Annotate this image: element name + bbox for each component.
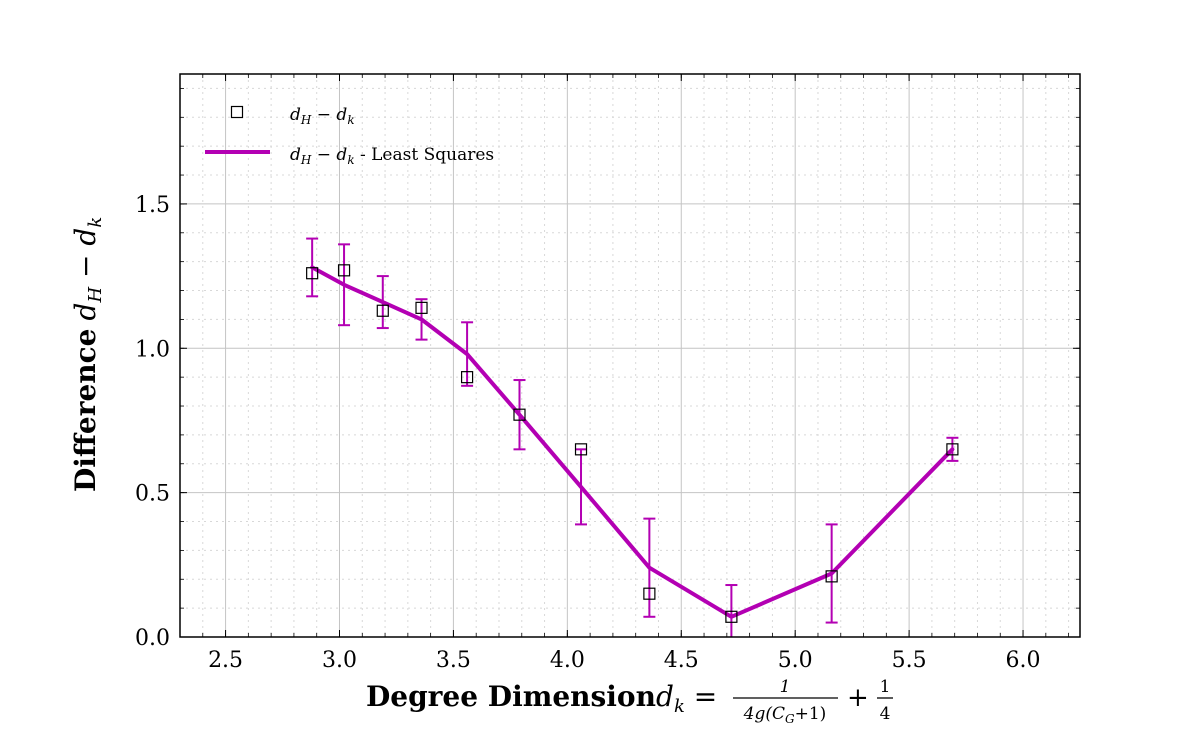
x-tick-label: 5.5 [892,648,927,673]
x-tick-label: 4.0 [550,648,585,673]
data-point [725,610,738,623]
data-point [337,264,351,277]
svg-text:DifferencedH − dk: DifferencedH − dk [69,217,106,492]
x-axis-label-text: Degree Dimension [366,680,656,713]
svg-text:1: 1 [780,677,791,697]
legend-label-least-squares: dH − dk - Least Squares [290,145,494,167]
data-point [460,371,474,384]
x-tick-label: 3.0 [322,648,357,673]
ticks: 2.5 3.0 3.5 4.0 4.5 5.0 5.5 6.0 0.0 0.5 1.0 1.5 [135,74,1080,673]
legend: dH − dk dH − dk - Least Squares [205,105,494,167]
svg-text:4: 4 [880,704,891,724]
y-tick-label: 0.0 [135,626,170,651]
data-point [574,443,588,456]
data-point [376,304,389,317]
data-point [513,408,526,421]
y-tick-label: 1.0 [135,337,170,362]
x-axis-fraction-2: 1 4 [877,677,893,724]
x-tick-label: 6.0 [1006,648,1041,673]
plot-frame [179,73,1081,638]
y-tick-label: 1.5 [135,193,170,218]
x-axis-plus: + [847,683,869,713]
y-axis-label: DifferencedH − dk [69,217,106,492]
x-axis-label: Degree Dimension dk = 1 4g(CG+1) + 1 4 [366,677,893,726]
legend-label-markers: dH − dk [290,105,355,127]
y-tick-label: 0.5 [135,482,170,507]
series-layer [306,237,959,637]
x-tick-label: 2.5 [208,648,243,673]
data-point [415,301,428,314]
x-axis-fraction-1: 1 4g(CG+1) [733,677,838,726]
legend-marker-square [230,105,244,119]
y-axis-label-text: Difference [69,328,102,492]
least-squares-line [310,265,955,619]
x-tick-label: 4.5 [664,648,699,673]
x-tick-label: 3.5 [436,648,471,673]
svg-text:4g(CG+1): 4g(CG+1) [743,704,827,726]
data-point [946,443,959,456]
x-axis-label-math: dk = [656,680,717,717]
x-tick-label: 5.0 [778,648,813,673]
data-point [306,267,319,280]
data-point [825,570,838,583]
data-point [643,587,656,600]
svg-text:1: 1 [880,677,891,697]
